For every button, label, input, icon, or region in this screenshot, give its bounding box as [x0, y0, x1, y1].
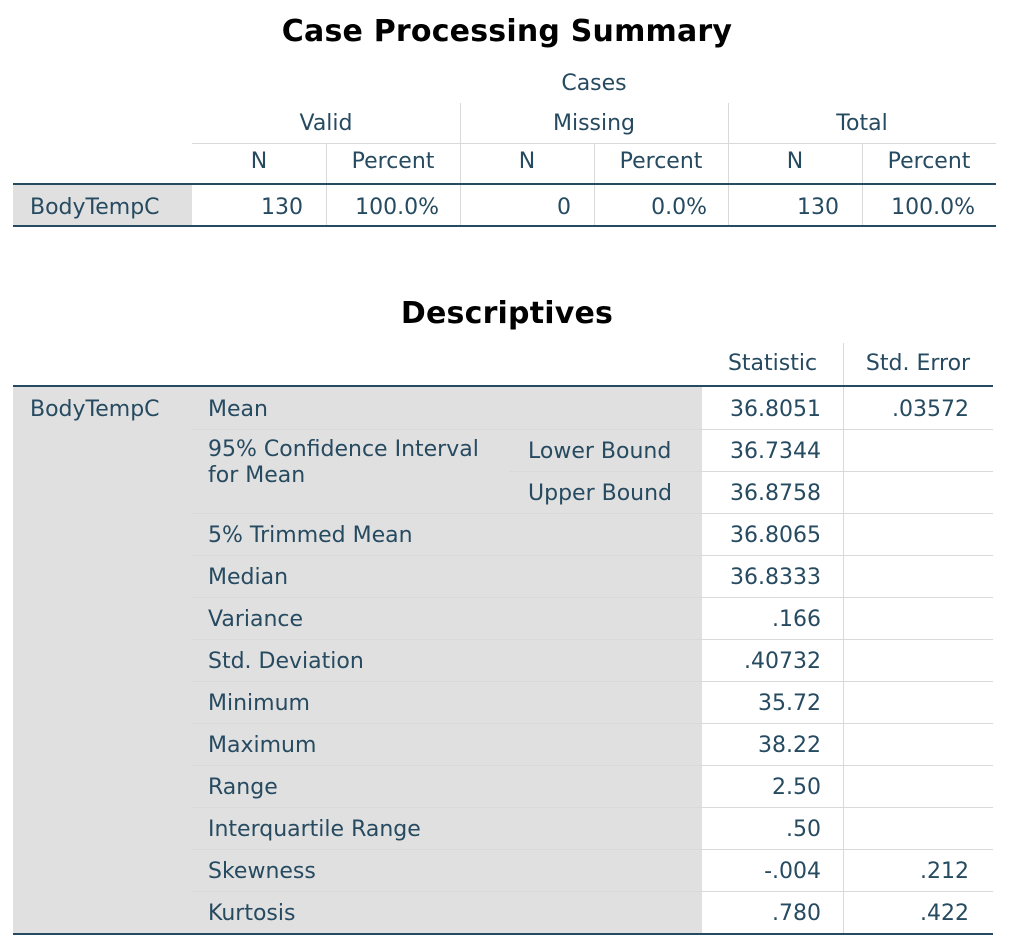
row-label-mean: Mean	[208, 397, 268, 422]
row-label-ci-line1: 95% Confidence Interval	[208, 437, 479, 462]
case-summary-row-label: BodyTempC	[30, 195, 160, 220]
row-label-std-deviation: Std. Deviation	[208, 649, 364, 674]
col-header-statistic: Statistic	[727, 351, 818, 376]
divider-line	[510, 471, 993, 472]
stat-skewness: -.004	[764, 859, 821, 884]
total-percent-value: 100.0%	[891, 195, 975, 220]
group-header-valid: Valid	[299, 111, 353, 136]
divider-line	[192, 765, 993, 766]
row-label-variance: Variance	[208, 607, 304, 632]
divider-line	[843, 343, 844, 933]
cases-header: Cases	[561, 71, 627, 96]
stat-variance: .166	[772, 607, 821, 632]
col-header-total-n: N	[786, 149, 804, 174]
divider-line	[192, 597, 993, 598]
divider-line	[192, 513, 993, 514]
row-label-kurtosis: Kurtosis	[208, 901, 296, 926]
stat-maximum: 38.22	[758, 733, 821, 758]
col-header-std-error: Std. Error	[865, 351, 971, 376]
row-label-lower-bound: Lower Bound	[528, 439, 672, 464]
footer-rule	[13, 933, 993, 935]
se-mean: .03572	[892, 397, 969, 422]
divider-line	[192, 849, 993, 850]
divider-line	[192, 639, 993, 640]
header-rule	[13, 183, 996, 185]
stat-iqr: .50	[786, 817, 821, 842]
divider-line	[192, 555, 993, 556]
group-header-total: Total	[836, 111, 888, 136]
col-header-valid-n: N	[250, 149, 268, 174]
stat-std-deviation: .40732	[744, 649, 821, 674]
total-n-value: 130	[797, 195, 839, 220]
descriptives-title: Descriptives	[400, 296, 614, 331]
group-header-missing: Missing	[552, 111, 636, 136]
stat-trimmed-mean: 36.8065	[730, 523, 821, 548]
divider-line	[192, 891, 993, 892]
case-summary-title: Case Processing Summary	[281, 14, 733, 49]
se-skewness: .212	[920, 859, 969, 884]
row-label-median: Median	[208, 565, 289, 590]
footer-rule	[13, 225, 996, 227]
divider-line	[728, 103, 729, 225]
row-label-ci-line2: for Mean	[208, 463, 306, 488]
stat-kurtosis: .780	[772, 901, 821, 926]
col-header-missing-n: N	[518, 149, 536, 174]
divider-line	[192, 807, 993, 808]
se-kurtosis: .422	[920, 901, 969, 926]
missing-n-value: 0	[557, 195, 571, 220]
divider-line	[192, 429, 993, 430]
header-rule	[13, 385, 993, 387]
stat-minimum: 35.72	[758, 691, 821, 716]
label-shade	[13, 387, 702, 933]
col-header-total-percent: Percent	[887, 149, 971, 174]
row-label-skewness: Skewness	[208, 859, 316, 884]
col-header-missing-percent: Percent	[619, 149, 703, 174]
missing-percent-value: 0.0%	[651, 195, 707, 220]
row-label-upper-bound: Upper Bound	[528, 481, 673, 506]
divider-line	[192, 681, 993, 682]
col-header-valid-percent: Percent	[351, 149, 435, 174]
stat-lower-bound: 36.7344	[730, 439, 821, 464]
divider-line	[192, 723, 993, 724]
valid-percent-value: 100.0%	[355, 195, 439, 220]
stat-range: 2.50	[772, 775, 821, 800]
descriptives-variable-label: BodyTempC	[30, 397, 160, 422]
divider-line	[460, 103, 461, 225]
row-label-minimum: Minimum	[208, 691, 310, 716]
row-label-trimmed-mean: 5% Trimmed Mean	[208, 523, 413, 548]
row-label-iqr: Interquartile Range	[208, 817, 421, 842]
stat-mean: 36.8051	[730, 397, 821, 422]
stat-median: 36.8333	[730, 565, 821, 590]
valid-n-value: 130	[261, 195, 303, 220]
row-label-shade	[13, 185, 192, 225]
row-label-maximum: Maximum	[208, 733, 317, 758]
stat-upper-bound: 36.8758	[730, 481, 821, 506]
row-label-range: Range	[208, 775, 278, 800]
